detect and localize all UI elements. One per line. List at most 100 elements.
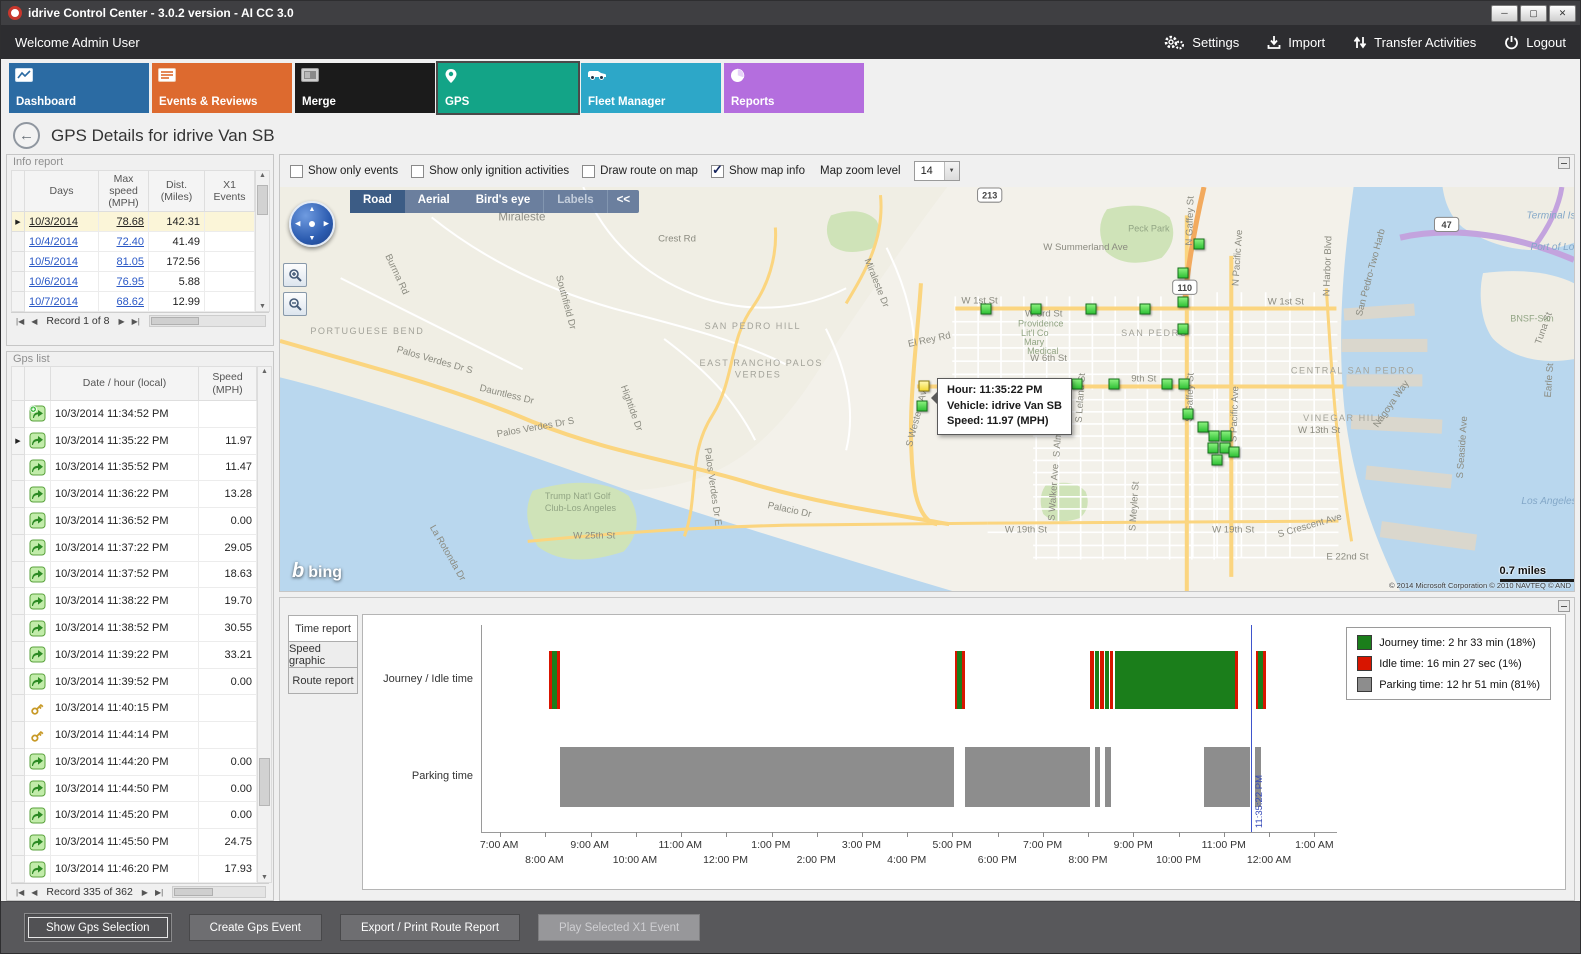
gps-list-row[interactable]: 10/3/2014 11:37:52 PM 18.63 xyxy=(11,560,257,589)
map-zoom-level-select[interactable]: 14 ▼ xyxy=(913,161,960,181)
gps-marker[interactable] xyxy=(1182,408,1194,420)
maximize-button[interactable]: ▢ xyxy=(1520,4,1547,22)
settings-button[interactable]: Settings xyxy=(1163,34,1239,50)
map-canvas[interactable]: 213 110 47 Miraleste Peck Park W Summerland … xyxy=(280,187,1574,591)
gps-marker[interactable] xyxy=(1030,303,1042,314)
gps-list-row[interactable]: 10/3/2014 11:37:22 PM 29.05 xyxy=(11,533,257,562)
column-header-speed-mph[interactable]: Speed (MPH) xyxy=(198,366,257,401)
day-link[interactable]: 10/5/2014 xyxy=(29,255,78,268)
gps-list-row[interactable]: 10/3/2014 11:39:52 PM 0.00 xyxy=(11,667,257,696)
column-header-date-hour-local[interactable]: Date / hour (local) xyxy=(50,366,199,401)
gps-list-row[interactable]: 10/3/2014 11:38:22 PM 19.70 xyxy=(11,587,257,616)
report-tab-time-report[interactable]: Time report xyxy=(288,615,358,642)
max-speed-link[interactable]: 68.62 xyxy=(116,295,144,308)
info-report-row[interactable]: ▶ 10/3/2014 78.68 142.31 xyxy=(11,211,255,233)
gps-list-row[interactable]: 10/3/2014 11:44:14 PM xyxy=(11,721,257,749)
gps-marker[interactable] xyxy=(1085,303,1097,314)
day-link[interactable]: 10/7/2014 xyxy=(29,295,78,308)
nav-tab-dashboard[interactable]: Dashboard xyxy=(9,63,149,113)
nav-tab-events-reviews[interactable]: Events & Reviews xyxy=(152,63,292,113)
map-view-tab-bird-s-eye[interactable]: Bird's eye xyxy=(475,194,531,206)
checked-checkbox-icon[interactable] xyxy=(710,162,724,178)
gps-marker[interactable] xyxy=(1193,238,1205,250)
gps-list-row[interactable]: 10/3/2014 11:40:15 PM xyxy=(11,694,257,723)
column-header-x1-events[interactable]: X1 Events xyxy=(204,169,255,213)
first-record-button[interactable]: |◀ xyxy=(16,316,25,326)
nav-tab-fleet-manager[interactable]: Fleet Manager xyxy=(581,63,721,113)
gps-list-row[interactable]: 10/3/2014 11:35:52 PM 11.47 xyxy=(11,453,257,482)
horizontal-scrollbar[interactable] xyxy=(148,315,266,328)
scrollbar-thumb[interactable] xyxy=(174,888,213,896)
gps-marker[interactable] xyxy=(1228,446,1240,458)
nav-tab-gps[interactable]: GPS xyxy=(438,63,578,113)
scroll-down-icon[interactable]: ▼ xyxy=(259,303,266,311)
nav-tab-merge[interactable]: Merge xyxy=(295,63,435,113)
unchecked-checkbox-icon[interactable] xyxy=(290,164,303,178)
scroll-down-icon[interactable]: ▼ xyxy=(261,874,268,881)
scrollbar-thumb[interactable] xyxy=(150,317,200,326)
gps-list-row[interactable]: 10/3/2014 11:46:20 PM 17.93 xyxy=(11,855,257,883)
pan-left-icon[interactable]: ◀ xyxy=(295,220,301,228)
gps-marker[interactable] xyxy=(1177,267,1189,279)
info-report-row[interactable]: 10/6/2014 76.95 5.88 xyxy=(11,271,255,293)
nav-tab-reports[interactable]: Reports xyxy=(724,63,864,113)
gps-marker[interactable] xyxy=(1177,323,1189,335)
map-pan-control[interactable]: ▲ ▼ ◀ ▶ xyxy=(289,201,335,247)
day-link[interactable]: 10/4/2014 xyxy=(29,235,78,248)
export-print-route-report-button[interactable]: Export / Print Route Report xyxy=(339,914,521,941)
gps-marker[interactable] xyxy=(1177,296,1189,308)
close-button[interactable]: ✕ xyxy=(1549,4,1576,22)
gps-list-row[interactable]: 10/3/2014 11:45:20 PM 0.00 xyxy=(11,801,257,830)
max-speed-link[interactable]: 72.40 xyxy=(116,235,144,248)
horizontal-scrollbar[interactable] xyxy=(172,886,266,898)
gps-marker[interactable] xyxy=(1178,378,1190,390)
checkbox-draw-route-on-map[interactable]: Draw route on map xyxy=(582,164,698,178)
scroll-up-icon[interactable]: ▲ xyxy=(261,368,268,375)
map-view-tab-aerial[interactable]: Aerial xyxy=(417,194,450,206)
checkbox-show-map-info[interactable]: Show map info xyxy=(710,162,805,178)
last-record-button[interactable]: ▶| xyxy=(154,887,164,897)
gps-list-row[interactable]: 10/3/2014 11:39:22 PM 33.21 xyxy=(11,640,257,669)
gps-list-row[interactable]: 10/3/2014 11:34:52 PM xyxy=(11,400,257,428)
gps-marker[interactable] xyxy=(1197,421,1209,433)
pan-up-icon[interactable]: ▲ xyxy=(308,206,316,213)
scrollbar-thumb[interactable] xyxy=(259,758,270,807)
column-header-max-speed-mph[interactable]: Max speed (MPH) xyxy=(98,169,149,213)
gps-marker[interactable] xyxy=(916,400,928,412)
gps-marker[interactable] xyxy=(1108,378,1120,390)
gps-marker[interactable] xyxy=(1161,378,1173,390)
selected-gps-marker[interactable] xyxy=(918,380,930,392)
column-header-dist-miles[interactable]: Dist. (Miles) xyxy=(148,169,205,213)
gps-marker[interactable] xyxy=(1208,430,1220,442)
pan-right-icon[interactable]: ▶ xyxy=(323,220,329,228)
gps-list-row[interactable]: 10/3/2014 11:38:52 PM 30.55 xyxy=(11,614,257,642)
map-zoom-out-button[interactable] xyxy=(283,292,307,316)
max-speed-link[interactable]: 81.05 xyxy=(116,255,144,268)
day-link[interactable]: 10/6/2014 xyxy=(29,275,78,288)
prev-record-button[interactable]: ◀ xyxy=(31,316,38,326)
gps-marker[interactable] xyxy=(1071,378,1083,390)
column-header-days[interactable]: Days xyxy=(24,169,99,213)
minimize-button[interactable]: ─ xyxy=(1491,4,1518,22)
unchecked-checkbox-icon[interactable] xyxy=(411,164,425,178)
checkbox-show-only-events[interactable]: Show only events xyxy=(290,164,398,178)
vertical-scrollbar[interactable]: ▲ ▼ xyxy=(257,366,272,883)
max-speed-link[interactable]: 78.68 xyxy=(116,215,144,228)
info-report-row[interactable]: 10/5/2014 81.05 172.56 xyxy=(11,251,255,273)
gps-marker[interactable] xyxy=(1220,430,1232,442)
collapse-panel-button[interactable] xyxy=(1558,157,1570,169)
create-gps-event-button[interactable]: Create Gps Event xyxy=(188,914,322,941)
unchecked-checkbox-icon[interactable] xyxy=(582,164,596,178)
max-speed-link[interactable]: 76.95 xyxy=(116,275,144,288)
report-tab-speed-graphic[interactable]: Speed graphic xyxy=(288,641,358,668)
scroll-up-icon[interactable]: ▲ xyxy=(259,172,266,179)
gps-marker[interactable] xyxy=(1139,303,1151,314)
gps-list-row[interactable]: 10/3/2014 11:36:22 PM 13.28 xyxy=(11,480,257,509)
report-tab-route-report[interactable]: Route report xyxy=(288,667,358,694)
info-report-row[interactable]: 10/7/2014 68.62 12.99 xyxy=(11,291,255,313)
first-record-button[interactable]: |◀ xyxy=(16,887,25,897)
checkbox-show-only-ignition-activities[interactable]: Show only ignition activities xyxy=(411,164,569,178)
info-report-row[interactable]: 10/4/2014 72.40 41.49 xyxy=(11,231,255,253)
gps-marker[interactable] xyxy=(1207,442,1219,454)
gps-list-row[interactable]: ▶ 10/3/2014 11:35:22 PM 11.97 xyxy=(11,426,257,455)
